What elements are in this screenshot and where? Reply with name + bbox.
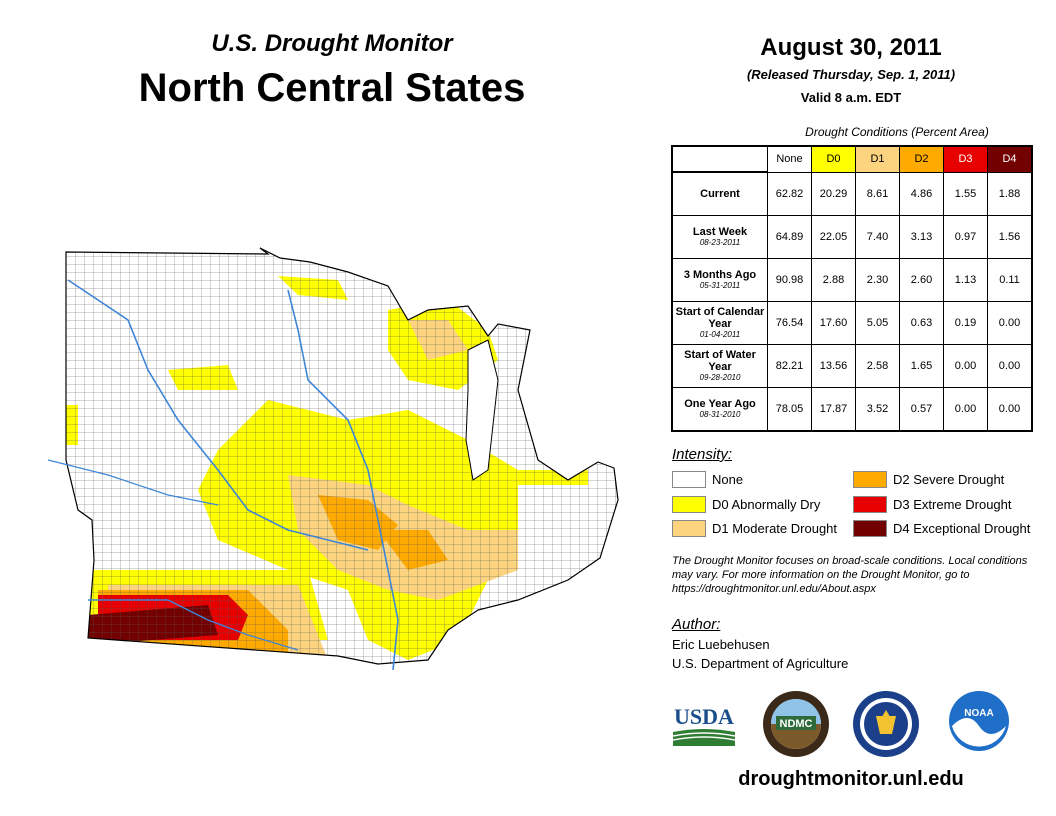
legend-item-d4: D4 Exceptional Drought xyxy=(853,520,1030,537)
cell-value: 82.21 xyxy=(767,344,812,388)
doc-seal-logo xyxy=(852,690,920,758)
column-header-none: None xyxy=(767,145,812,173)
cell-value: 20.29 xyxy=(811,171,856,216)
usda-logo: USDA xyxy=(671,702,737,748)
cell-value: 2.58 xyxy=(855,344,900,388)
lake-michigan xyxy=(465,339,499,481)
table-row: Current 62.82 20.29 8.61 4.86 1.55 1.88 xyxy=(671,171,1033,216)
cell-value: 76.54 xyxy=(767,301,812,345)
cell-value: 13.56 xyxy=(811,344,856,388)
missouri-river xyxy=(67,279,369,551)
cell-value: 1.55 xyxy=(943,171,988,216)
legend-item-d3: D3 Extreme Drought xyxy=(853,496,1012,513)
svg-text:NOAA: NOAA xyxy=(964,708,993,719)
cell-value: 1.88 xyxy=(987,171,1033,216)
row-label: Start of Water Year 09-28-2010 xyxy=(671,344,768,388)
cell-value: 2.88 xyxy=(811,258,856,302)
cell-value: 1.65 xyxy=(899,344,944,388)
table-row: Last Week 08-23-2011 64.89 22.05 7.40 3.1… xyxy=(671,215,1033,259)
cell-value: 17.60 xyxy=(811,301,856,345)
cell-value: 78.05 xyxy=(767,387,812,432)
legend-swatch xyxy=(853,496,887,513)
cell-value: 90.98 xyxy=(767,258,812,302)
table-row: Start of Water Year 09-28-2010 82.21 13.5… xyxy=(671,344,1033,388)
cell-value: 22.05 xyxy=(811,215,856,259)
legend-item-d2: D2 Severe Drought xyxy=(853,471,1004,488)
cell-value: 3.13 xyxy=(899,215,944,259)
cell-value: 0.97 xyxy=(943,215,988,259)
drought-map xyxy=(48,247,619,671)
cell-value: 2.30 xyxy=(855,258,900,302)
column-header-d4: D4 xyxy=(987,145,1033,173)
author-org: U.S. Department of Agriculture xyxy=(672,656,849,671)
table-row: One Year Ago 08-31-2010 78.05 17.87 3.52 … xyxy=(671,387,1033,432)
cell-value: 0.11 xyxy=(987,258,1033,302)
cell-value: 2.60 xyxy=(899,258,944,302)
table-caption: Drought Conditions (Percent Area) xyxy=(805,125,989,139)
website-url[interactable]: droughtmonitor.unl.edu xyxy=(738,768,964,790)
cell-value: 4.86 xyxy=(899,171,944,216)
cell-value: 1.13 xyxy=(943,258,988,302)
table-row: Start of Calendar Year 01-04-2011 76.54 1… xyxy=(671,301,1033,345)
legend-swatch xyxy=(672,471,706,488)
table-row: 3 Months Ago 05-31-2011 90.98 2.88 2.30 2… xyxy=(671,258,1033,302)
row-label: 3 Months Ago 05-31-2011 xyxy=(671,258,768,302)
legend-item-d0: D0 Abnormally Dry xyxy=(672,496,820,513)
cell-value: 0.00 xyxy=(987,387,1033,432)
svg-text:USDA: USDA xyxy=(674,704,734,729)
cell-value: 8.61 xyxy=(855,171,900,216)
arkansas-river xyxy=(88,599,299,651)
mississippi-river xyxy=(287,289,399,671)
legend-item-d1: D1 Moderate Drought xyxy=(672,520,837,537)
cell-value: 64.89 xyxy=(767,215,812,259)
disclaimer-text: The Drought Monitor focuses on broad-sca… xyxy=(672,555,1028,595)
cell-value: 3.52 xyxy=(855,387,900,432)
report-date: August 30, 2011 xyxy=(760,34,942,61)
legend-swatch xyxy=(672,520,706,537)
cell-value: 0.00 xyxy=(943,344,988,388)
cell-value: 62.82 xyxy=(767,171,812,216)
platte-river xyxy=(48,459,219,506)
legend-item-none: None xyxy=(672,471,743,488)
legend-swatch xyxy=(853,471,887,488)
cell-value: 5.05 xyxy=(855,301,900,345)
column-header-d1: D1 xyxy=(855,145,900,173)
release-date: (Released Thursday, Sep. 1, 2011) xyxy=(746,67,956,82)
map-title: North Central States xyxy=(138,66,526,110)
row-label: Start of Calendar Year 01-04-2011 xyxy=(671,301,768,345)
legend-swatch xyxy=(853,520,887,537)
cell-value: 17.87 xyxy=(811,387,856,432)
column-header-d3: D3 xyxy=(943,145,988,173)
row-label: Last Week 08-23-2011 xyxy=(671,215,768,259)
legend-heading: Intensity: xyxy=(672,446,733,463)
drought-conditions-table: None D0 D1 D2 D3 D4 Current 62.82 20.29 … xyxy=(671,145,1033,432)
svg-text:NDMC: NDMC xyxy=(780,718,813,730)
author-name: Eric Luebehusen xyxy=(672,637,770,652)
row-label: Current xyxy=(671,171,768,216)
map-subtitle: U.S. Drought Monitor xyxy=(211,30,453,57)
cell-value: 7.40 xyxy=(855,215,900,259)
valid-time: Valid 8 a.m. EDT xyxy=(800,90,902,105)
column-header-d0: D0 xyxy=(811,145,856,173)
ndmc-logo: NDMC xyxy=(762,690,830,758)
cell-value: 0.00 xyxy=(943,387,988,432)
cell-value: 0.63 xyxy=(899,301,944,345)
cell-value: 0.00 xyxy=(987,344,1033,388)
row-label: One Year Ago 08-31-2010 xyxy=(671,387,768,432)
legend-swatch xyxy=(672,496,706,513)
column-header-d2: D2 xyxy=(899,145,944,173)
cell-value: 0.19 xyxy=(943,301,988,345)
cell-value: 0.00 xyxy=(987,301,1033,345)
cell-value: 1.56 xyxy=(987,215,1033,259)
author-heading: Author: xyxy=(672,616,721,633)
noaa-logo: NOAA xyxy=(948,690,1010,752)
cell-value: 0.57 xyxy=(899,387,944,432)
